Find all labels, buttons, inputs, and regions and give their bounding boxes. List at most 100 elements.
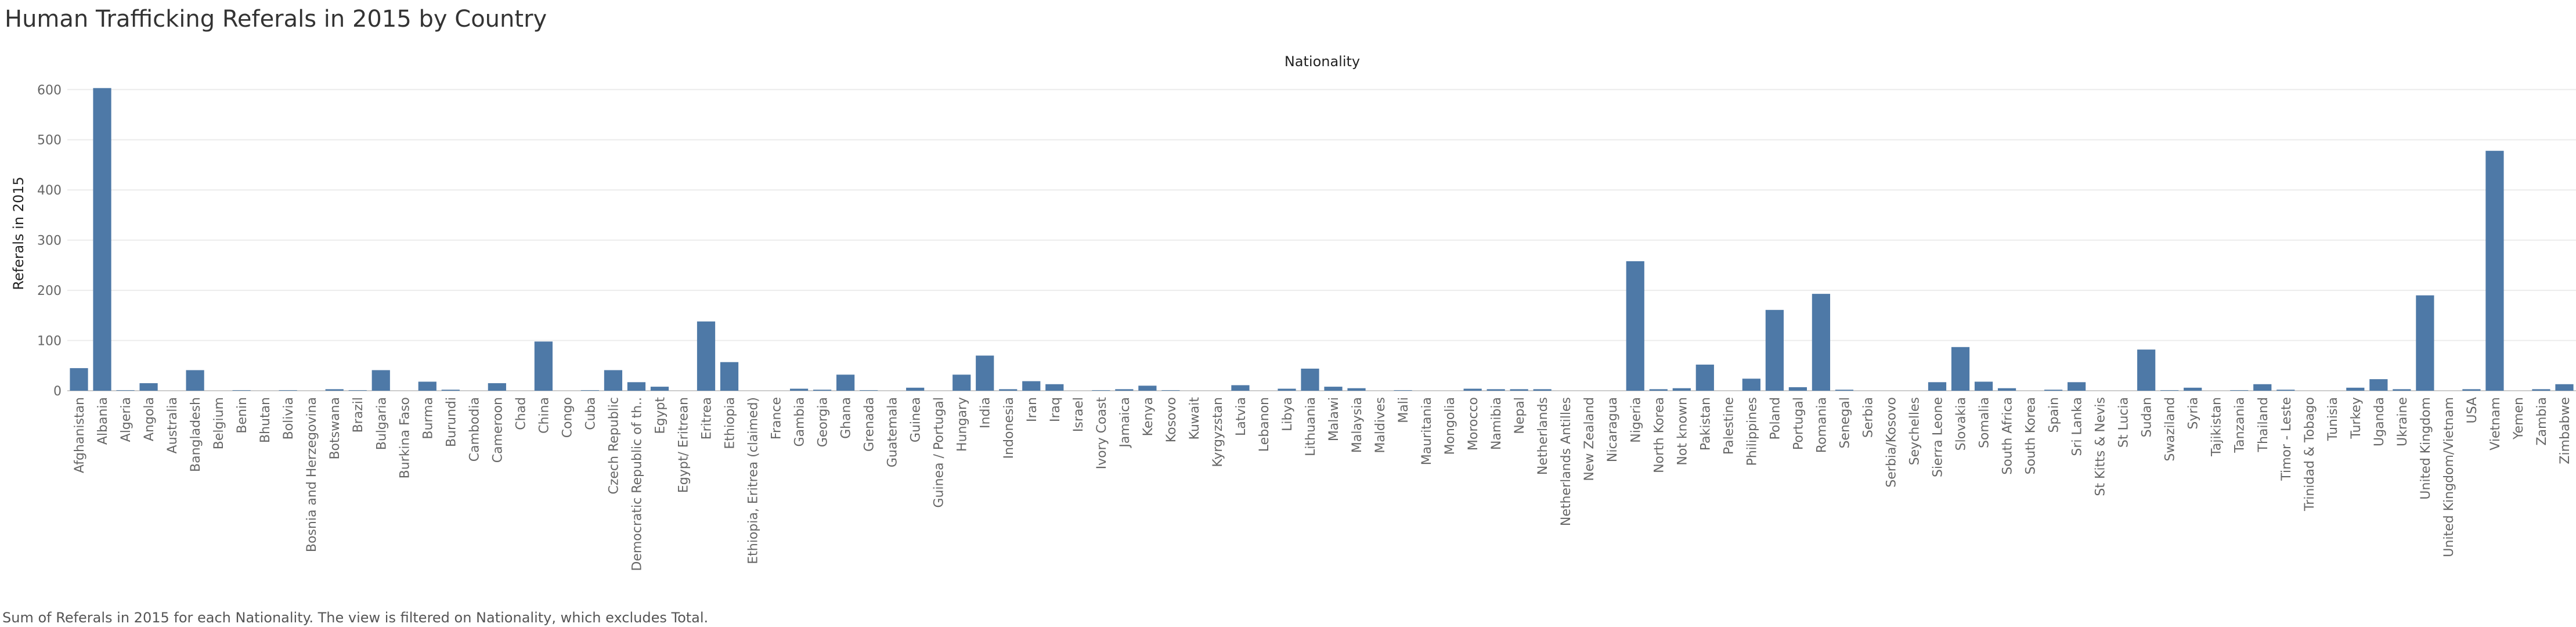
bar[interactable] — [1812, 294, 1831, 391]
bar[interactable] — [1626, 261, 1644, 391]
x-tick-label: Ukraine — [2395, 397, 2410, 446]
bar[interactable] — [1231, 385, 1250, 391]
x-tick-label: Lithuania — [1304, 397, 1318, 456]
bar[interactable] — [2416, 295, 2434, 391]
bar[interactable] — [2369, 379, 2388, 391]
x-tick-label: Bulgaria — [374, 397, 389, 450]
bar[interactable] — [2462, 389, 2481, 391]
bar[interactable] — [2393, 389, 2411, 391]
bar[interactable] — [1649, 389, 1668, 391]
bar[interactable] — [789, 388, 809, 391]
bar[interactable] — [70, 368, 88, 391]
bar[interactable] — [441, 390, 460, 391]
bar[interactable] — [1997, 388, 2016, 391]
x-tick-label: Not known — [1675, 397, 1690, 466]
bar[interactable] — [1278, 388, 1296, 391]
x-tick-label: Malaysia — [1350, 397, 1365, 453]
bar[interactable] — [2253, 384, 2272, 391]
x-tick-label: Burundi — [444, 397, 459, 447]
x-tick-label: Yemen — [2512, 397, 2526, 440]
bar[interactable] — [418, 381, 436, 391]
bar[interactable] — [1510, 389, 1528, 391]
bar[interactable] — [488, 383, 506, 391]
x-tick-label: Romania — [1814, 397, 1829, 453]
bar[interactable] — [1928, 382, 1947, 391]
bar[interactable] — [953, 374, 971, 391]
bar[interactable] — [1742, 379, 1760, 391]
bar[interactable] — [348, 390, 367, 391]
bar[interactable] — [1672, 388, 1691, 391]
bar[interactable] — [1695, 365, 1714, 391]
x-tick-label: Bosnia and Herzegovina — [305, 397, 319, 552]
bar[interactable] — [1324, 387, 1343, 391]
bar[interactable] — [580, 390, 600, 391]
x-tick-label: Eritrea — [700, 397, 715, 439]
x-tick-label: Maldives — [1373, 397, 1388, 453]
gridlines — [67, 89, 2576, 391]
bar[interactable] — [116, 390, 135, 391]
bar[interactable] — [720, 362, 739, 391]
bar[interactable] — [325, 389, 344, 391]
y-tick-label: 300 — [37, 234, 62, 248]
bar[interactable] — [1347, 388, 1366, 391]
bar[interactable] — [1138, 385, 1157, 391]
bar[interactable] — [2184, 387, 2202, 391]
bar[interactable] — [1974, 381, 1993, 391]
bar[interactable] — [1463, 388, 1482, 391]
y-tick-label: 200 — [37, 284, 62, 298]
x-tick-label: Zambia — [2535, 397, 2549, 446]
bar[interactable] — [650, 387, 669, 391]
bar[interactable] — [860, 390, 878, 391]
x-tick-label: Kyrgyzstan — [1211, 397, 1225, 467]
x-tick-label: Libya — [1280, 397, 1295, 431]
bar[interactable] — [813, 390, 832, 391]
x-tick-label: Bangladesh — [189, 397, 203, 472]
bar[interactable] — [627, 382, 646, 391]
x-tick-label: Serbia — [1861, 397, 1875, 438]
bar[interactable] — [232, 390, 251, 391]
x-tick-label: Thailand — [2256, 397, 2271, 452]
bar[interactable] — [1533, 389, 1552, 391]
bar[interactable] — [2346, 387, 2365, 391]
bar[interactable] — [2276, 390, 2295, 391]
bar[interactable] — [1788, 387, 1807, 391]
bar[interactable] — [976, 355, 994, 391]
x-tick-label: Jamaica — [1118, 397, 1132, 449]
bar[interactable] — [999, 389, 1018, 391]
bar[interactable] — [371, 370, 390, 391]
bar[interactable] — [604, 370, 623, 391]
bar[interactable] — [2044, 390, 2063, 391]
bar[interactable] — [186, 370, 204, 391]
bar[interactable] — [1394, 390, 1412, 391]
bar[interactable] — [1765, 309, 1784, 391]
y-tick-label: 100 — [37, 334, 62, 349]
x-tick-label: France — [770, 397, 784, 439]
x-tick-label: Philippines — [1745, 397, 1759, 466]
bar[interactable] — [1115, 389, 1134, 391]
bar[interactable] — [1161, 390, 1180, 391]
bar[interactable] — [2160, 390, 2179, 391]
bar[interactable] — [1022, 381, 1041, 391]
bar[interactable] — [836, 374, 855, 391]
bar[interactable] — [1301, 368, 1319, 391]
bar[interactable] — [1951, 347, 1970, 391]
bar[interactable] — [1487, 389, 1505, 391]
x-tick-label: United Kingdom — [2419, 397, 2433, 500]
bar[interactable] — [906, 387, 925, 391]
bar[interactable] — [2532, 389, 2550, 391]
bar[interactable] — [534, 341, 553, 391]
bar[interactable] — [2137, 349, 2156, 391]
bar[interactable] — [279, 390, 297, 391]
bar[interactable] — [1045, 384, 1064, 391]
x-tick-label: Afghanistan — [73, 397, 87, 473]
bar[interactable] — [2230, 390, 2249, 391]
bar[interactable] — [1835, 390, 1854, 391]
bar[interactable] — [93, 88, 111, 391]
bar[interactable] — [697, 321, 716, 391]
bar[interactable] — [1092, 390, 1110, 391]
bar[interactable] — [139, 383, 158, 391]
bar[interactable] — [2555, 384, 2574, 391]
x-tick-label: South Africa — [2001, 397, 2015, 475]
bar[interactable] — [2067, 382, 2086, 391]
bar[interactable] — [2485, 150, 2504, 391]
